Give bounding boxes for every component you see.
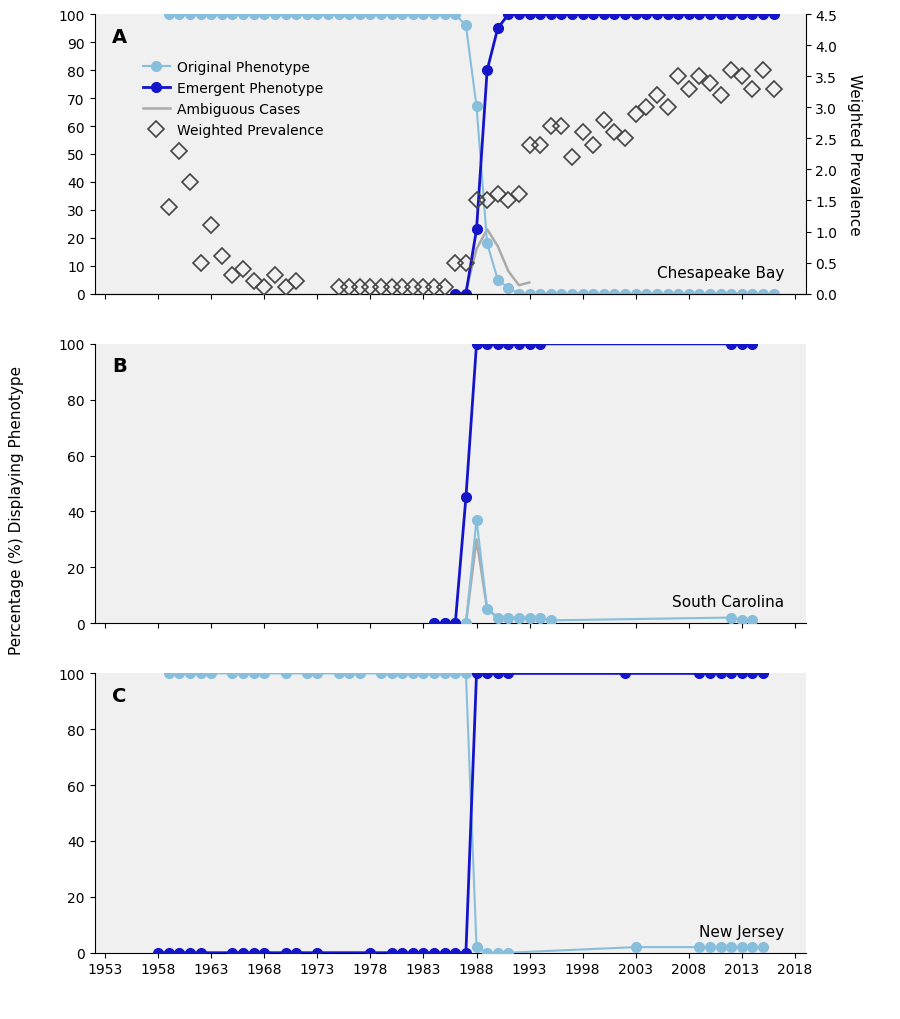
Text: B: B [112,357,127,376]
Text: Percentage (%) Displaying Phenotype: Percentage (%) Displaying Phenotype [9,365,23,654]
Text: A: A [112,28,128,47]
Text: Chesapeake Bay: Chesapeake Bay [657,265,784,280]
Y-axis label: Weighted Prevalence: Weighted Prevalence [847,74,862,235]
Text: South Carolina: South Carolina [672,595,784,609]
Text: New Jersey: New Jersey [699,924,784,938]
Legend: Original Phenotype, Emergent Phenotype, Ambiguous Cases, Weighted Prevalence: Original Phenotype, Emergent Phenotype, … [137,56,329,144]
Text: C: C [112,687,127,705]
